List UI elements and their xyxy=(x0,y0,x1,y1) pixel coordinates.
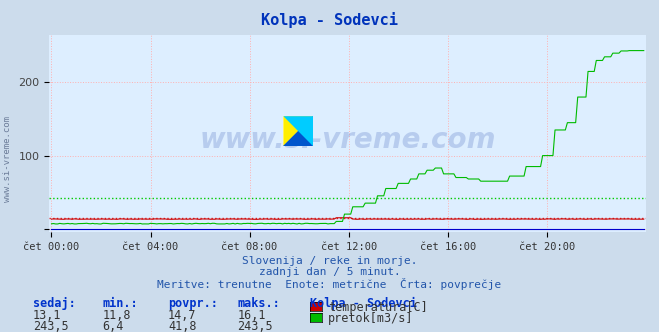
Text: www.si-vreme.com: www.si-vreme.com xyxy=(200,125,496,154)
Text: 16,1: 16,1 xyxy=(237,309,266,322)
Text: www.si-vreme.com: www.si-vreme.com xyxy=(3,116,13,203)
Text: sedaj:: sedaj: xyxy=(33,297,76,310)
Text: 41,8: 41,8 xyxy=(168,320,196,332)
Text: Meritve: trenutne  Enote: metrične  Črta: povprečje: Meritve: trenutne Enote: metrične Črta: … xyxy=(158,278,501,290)
Text: 243,5: 243,5 xyxy=(33,320,69,332)
Text: zadnji dan / 5 minut.: zadnji dan / 5 minut. xyxy=(258,267,401,277)
Text: Kolpa - Sodevci: Kolpa - Sodevci xyxy=(261,12,398,28)
Text: temperatura[C]: temperatura[C] xyxy=(328,300,428,314)
Text: 11,8: 11,8 xyxy=(102,309,130,322)
Text: 13,1: 13,1 xyxy=(33,309,61,322)
Text: povpr.:: povpr.: xyxy=(168,297,218,310)
Text: min.:: min.: xyxy=(102,297,138,310)
Polygon shape xyxy=(283,116,313,146)
Text: 6,4: 6,4 xyxy=(102,320,123,332)
Text: 14,7: 14,7 xyxy=(168,309,196,322)
Polygon shape xyxy=(283,116,313,146)
Text: pretok[m3/s]: pretok[m3/s] xyxy=(328,311,414,325)
Text: Kolpa - Sodevci: Kolpa - Sodevci xyxy=(310,297,416,310)
Polygon shape xyxy=(283,116,313,146)
Text: Slovenija / reke in morje.: Slovenija / reke in morje. xyxy=(242,256,417,266)
Text: maks.:: maks.: xyxy=(237,297,280,310)
Text: 243,5: 243,5 xyxy=(237,320,273,332)
